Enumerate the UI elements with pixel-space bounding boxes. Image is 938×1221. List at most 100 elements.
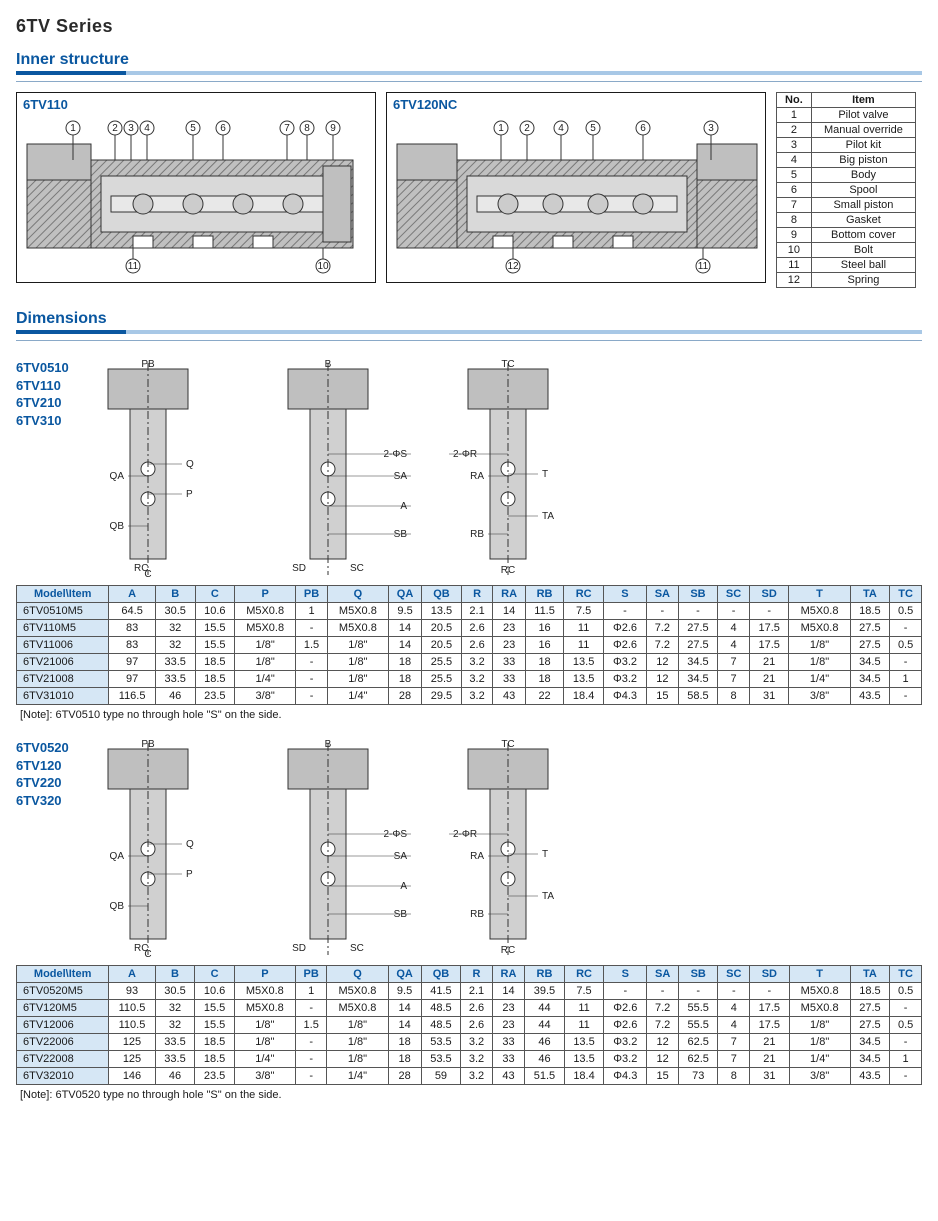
parts-cell: 10: [777, 243, 812, 258]
dim-cell: 3.2: [461, 688, 493, 705]
dim-row: 6TV2200612533.518.51/8"-1/8"1853.53.2334…: [17, 1034, 922, 1051]
section-rule: [16, 71, 922, 75]
dim-cell: M5X0.8: [234, 1000, 295, 1017]
dim-model-cell: 6TV11006: [17, 637, 109, 654]
parts-row: 8Gasket: [777, 213, 916, 228]
dim-cell: 11: [564, 1000, 604, 1017]
dim-cell: 3/8": [234, 1068, 295, 1085]
dim-cell: 7.5: [564, 983, 604, 1000]
dim-cell: Φ2.6: [604, 1000, 647, 1017]
dimensions-table: Model\ItemABCPPBQQAQBRRARBRCSSASBSCSDTTA…: [16, 585, 922, 705]
dim-cell: 110.5: [109, 1000, 155, 1017]
dim-cell: 83: [109, 637, 156, 654]
parts-row: 12Spring: [777, 273, 916, 288]
dim-cell: 11.5: [525, 603, 564, 620]
dim-cell: 23: [493, 620, 525, 637]
callout: 10: [317, 261, 329, 272]
dim-cell: 16: [525, 637, 564, 654]
dim-th: RB: [525, 966, 565, 983]
dim-label: SD: [292, 563, 306, 574]
dim-cell: 2.6: [461, 620, 493, 637]
dim-cell: 18: [388, 671, 421, 688]
dim-cell: 14: [388, 637, 421, 654]
dim-cell: 12: [647, 671, 679, 688]
dim-th: SC: [718, 966, 750, 983]
dim-th: SA: [647, 586, 679, 603]
dim-label: 2-ΦR: [453, 829, 477, 840]
dim-cell: 34.5: [850, 654, 890, 671]
dim-cell: -: [295, 1051, 327, 1068]
dim-cell: 3.2: [461, 671, 493, 688]
dim-label: TA: [542, 891, 554, 902]
dim-cell: 20.5: [422, 620, 462, 637]
dim-model-cell: 6TV0520M5: [17, 983, 109, 1000]
dim-cell: 27.5: [850, 637, 890, 654]
dim-label: B: [324, 359, 331, 370]
dim-th: S: [604, 966, 647, 983]
dim-cell: 10.6: [195, 983, 235, 1000]
dim-th: RB: [525, 586, 564, 603]
diagram-box-6tv110: 6TV110: [16, 92, 376, 283]
parts-cell: 5: [777, 168, 812, 183]
dim-cell: 4: [718, 1000, 750, 1017]
dim-cell: M5X0.8: [235, 603, 296, 620]
dim-cell: 1/8": [327, 637, 388, 654]
dim-th: A: [109, 586, 156, 603]
section-rule: [16, 330, 922, 334]
dim-cell: 11: [564, 620, 604, 637]
dim-row: 6TV210089733.518.51/4"-1/8"1825.53.23318…: [17, 671, 922, 688]
dim-label: 2-ΦS: [383, 449, 407, 460]
dim-cell: 13.5: [564, 1051, 604, 1068]
dim-th: RA: [492, 966, 524, 983]
dim-th: PB: [296, 586, 328, 603]
dim-cell: 146: [109, 1068, 155, 1085]
dim-th: Model\Item: [17, 586, 109, 603]
dim-cell: 14: [493, 603, 525, 620]
dim-cell: 1/8": [789, 654, 850, 671]
dim-cell: 27.5: [678, 620, 718, 637]
dim-cell: M5X0.8: [789, 1000, 850, 1017]
dim-th: QB: [422, 586, 462, 603]
dim-cell: 3.2: [461, 1068, 493, 1085]
model-name: 6TV0510: [16, 359, 69, 377]
dim-row: 6TV210069733.518.51/8"-1/8"1825.53.23318…: [17, 654, 922, 671]
dim-cell: 1/8": [789, 1034, 850, 1051]
dim-label: B: [324, 739, 331, 750]
dim-cell: 1/8": [327, 1034, 388, 1051]
dim-cell: 1/4": [235, 671, 296, 688]
callout: 4: [144, 123, 150, 134]
dimensions-group: 6TV05206TV1206TV2206TV320PBQPQAQBRCCB2-Φ…: [16, 739, 922, 1101]
dim-cell: 13.5: [422, 603, 462, 620]
dim-cell: 0.5: [890, 1017, 922, 1034]
dim-cell: 46: [155, 1068, 195, 1085]
dim-th: R: [461, 966, 493, 983]
callout: 11: [698, 261, 709, 272]
dim-cell: 3.2: [461, 1034, 493, 1051]
dim-cell: 14: [492, 983, 524, 1000]
dim-cell: 125: [109, 1034, 155, 1051]
dim-cell: 31: [749, 688, 789, 705]
inner-structure-row: 6TV110: [16, 92, 922, 288]
dim-cell: 1/8": [234, 1017, 295, 1034]
dim-cell: 25.5: [422, 654, 462, 671]
dim-cell: 18: [525, 671, 564, 688]
dim-model-cell: 6TV31010: [17, 688, 109, 705]
dim-cell: 1/8": [235, 654, 296, 671]
dim-cell: 28: [388, 1068, 421, 1085]
dim-label: RC: [501, 945, 515, 956]
dim-cell: 18: [388, 1051, 421, 1068]
dim-cell: 25.5: [422, 671, 462, 688]
dim-label: 2-ΦR: [453, 449, 477, 460]
dim-cell: 3/8": [235, 688, 296, 705]
dim-cell: 43: [493, 688, 525, 705]
dim-label: C: [144, 569, 151, 579]
dim-cell: 17.5: [749, 620, 789, 637]
series-title: 6TV Series: [16, 16, 922, 37]
dim-label: Q: [186, 459, 194, 470]
dim-cell: 33: [493, 671, 525, 688]
dim-cell: 33: [492, 1051, 524, 1068]
dim-cell: 7: [718, 654, 750, 671]
dim-th: T: [789, 966, 850, 983]
model-list: 6TV05206TV1206TV2206TV320: [16, 739, 69, 809]
dim-cell: 46: [525, 1034, 565, 1051]
